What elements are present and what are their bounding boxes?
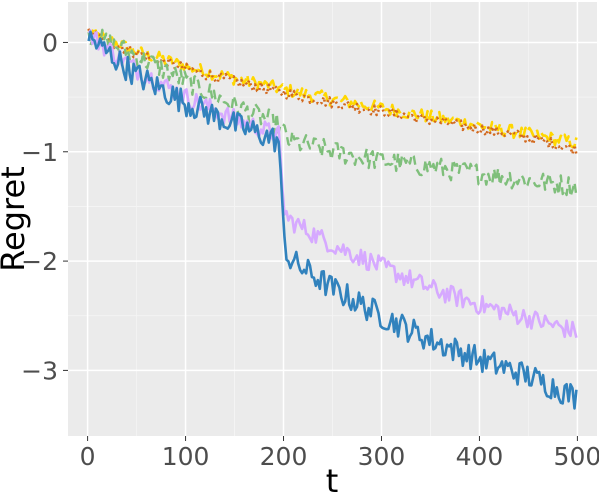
- x-tick-label: 200: [260, 442, 308, 471]
- series-line-3: [87, 28, 578, 198]
- x-tick-label: 0: [80, 442, 96, 471]
- y-axis-title: Regret: [0, 166, 32, 271]
- series-line-4: [87, 29, 578, 339]
- axis-ticks: 0 100 200 300 400 500 0 −1 −2 −3: [21, 28, 599, 471]
- x-tick-label: 300: [358, 442, 406, 471]
- y-tick-label: 0: [42, 28, 58, 57]
- x-tick-label: 400: [456, 442, 504, 471]
- series-line-2: [87, 28, 578, 156]
- y-tick-label: −1: [21, 138, 58, 167]
- y-tick-label: −2: [21, 247, 58, 276]
- x-tick-label: 500: [554, 442, 599, 471]
- x-axis-title: t: [326, 462, 339, 500]
- y-tick-label: −3: [21, 356, 58, 385]
- series-lines: [87, 26, 578, 410]
- x-tick-label: 100: [162, 442, 210, 471]
- series-line-5: [87, 30, 578, 410]
